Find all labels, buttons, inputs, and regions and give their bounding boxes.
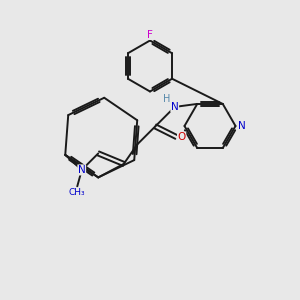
Text: N: N — [238, 121, 246, 131]
Text: O: O — [178, 132, 186, 142]
Text: N: N — [171, 102, 178, 112]
Text: F: F — [147, 29, 153, 40]
Text: CH₃: CH₃ — [69, 188, 85, 197]
Text: N: N — [78, 165, 85, 175]
Text: H: H — [163, 94, 170, 103]
